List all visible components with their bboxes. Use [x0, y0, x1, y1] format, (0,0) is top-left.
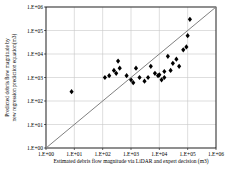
x-tick-label: 1.E+04 — [151, 151, 167, 157]
point — [70, 89, 74, 94]
point — [137, 75, 141, 80]
x-tick-label: 1.E+02 — [95, 151, 111, 157]
point — [146, 75, 150, 80]
point — [184, 44, 188, 49]
y-tick-label: 1.E+05 — [27, 28, 43, 34]
y-axis-label-line: new regression prediction equation(m3) — [11, 33, 18, 121]
point — [181, 47, 185, 52]
y-axis-label: Predicted debris flow magnitude bynew re… — [4, 33, 18, 121]
point — [188, 17, 192, 22]
point — [116, 58, 120, 63]
point — [186, 33, 190, 38]
point — [169, 68, 173, 73]
background — [0, 0, 233, 186]
point — [118, 66, 122, 71]
y-tick-label: 1.E+01 — [27, 122, 43, 128]
point — [114, 71, 118, 76]
point — [142, 79, 146, 84]
point — [107, 73, 111, 78]
y-tick-label: 1.E+04 — [27, 51, 43, 57]
point — [171, 61, 175, 66]
point — [134, 66, 138, 71]
y-tick-label: 1.E+00 — [27, 145, 43, 151]
point — [177, 64, 181, 69]
x-tick-label: 1.E+05 — [180, 151, 196, 157]
y-grid-line — [46, 30, 216, 31]
y-axis-label-line: Predicted debris flow magnitude by — [4, 38, 10, 117]
y-grid-line — [46, 101, 216, 102]
data-group — [46, 7, 216, 148]
point — [157, 72, 161, 77]
y-tick-label: 1.E+02 — [27, 98, 43, 104]
x-tick-label: 1.E+01 — [66, 151, 82, 157]
plot-frame — [46, 7, 216, 148]
x-tick-label: 1.E+00 — [38, 151, 54, 157]
y-grid-line — [46, 54, 216, 55]
y-tick-label: 1.E+03 — [27, 75, 43, 81]
point — [166, 54, 170, 59]
point — [125, 73, 129, 78]
point — [162, 69, 166, 74]
y-tick-label: 1.E+06 — [27, 4, 43, 10]
point — [103, 75, 107, 80]
chart: 1.E+00 1.E+01 1.E+02 1.E+03 1.E+04 1.E+05 1.E+… — [0, 0, 233, 186]
point — [149, 64, 153, 69]
point — [162, 75, 166, 80]
x-tick-label: 1.E+06 — [208, 151, 224, 157]
x-axis-label: Estimated debris flow magnitude via LiDA… — [53, 158, 208, 165]
reference-line — [46, 7, 216, 148]
point — [131, 80, 135, 85]
x-tick-label: 1.E+03 — [123, 151, 139, 157]
y-grid-line — [46, 124, 216, 125]
point — [174, 57, 178, 62]
